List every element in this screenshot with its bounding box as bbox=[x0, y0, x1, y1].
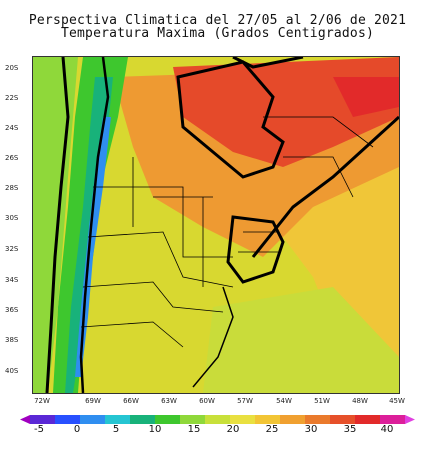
colorbar-tick-label: 40 bbox=[380, 424, 394, 435]
colorbar-segment bbox=[205, 415, 231, 424]
colorbar-segment bbox=[105, 415, 131, 424]
lon-label: 69W bbox=[85, 397, 101, 405]
lon-label: 63W bbox=[161, 397, 177, 405]
colorbar-segment bbox=[55, 415, 81, 424]
hot-core bbox=[333, 77, 399, 117]
lon-label: 45W bbox=[389, 397, 405, 405]
map-title-line1: Perspectiva Climatica del 27/05 al 2/06 … bbox=[28, 13, 407, 28]
colorbar-min-arrow bbox=[20, 415, 30, 424]
lat-label: 34S bbox=[5, 276, 19, 284]
province-borders bbox=[80, 116, 374, 348]
lat-label: 32S bbox=[5, 245, 19, 253]
colorbar-segment bbox=[355, 415, 381, 424]
colorbar-tick-label: 25 bbox=[265, 424, 279, 435]
lat-label: 30S bbox=[5, 214, 19, 222]
colorbar-segment bbox=[280, 415, 306, 424]
lon-label: 54W bbox=[276, 397, 292, 405]
lat-label: 20S bbox=[5, 64, 19, 72]
lat-label: 38S bbox=[5, 336, 19, 344]
uruguay-border bbox=[226, 215, 285, 284]
lon-label: 51W bbox=[314, 397, 330, 405]
colorbar-tick-label: -5 bbox=[34, 424, 44, 435]
lat-label: 26S bbox=[5, 154, 19, 162]
colorbar-tick-label: 30 bbox=[304, 424, 318, 435]
colorbar-tick-label: 20 bbox=[226, 424, 240, 435]
lon-label: 57W bbox=[237, 397, 253, 405]
colorbar-segment bbox=[330, 415, 356, 424]
colorbar-tick-label: 35 bbox=[343, 424, 357, 435]
colorbar bbox=[20, 415, 415, 424]
lat-label: 40S bbox=[5, 367, 19, 375]
colorbar-tick-label: 0 bbox=[73, 424, 81, 435]
bolivia-border bbox=[232, 57, 304, 69]
temperature-map bbox=[32, 56, 400, 394]
argentina-coastline bbox=[192, 286, 234, 388]
colorbar-segment bbox=[155, 415, 181, 424]
colorbar-segment bbox=[80, 415, 106, 424]
lat-label: 36S bbox=[5, 306, 19, 314]
colorbar-tick-label: 15 bbox=[187, 424, 201, 435]
map-svg bbox=[33, 57, 399, 393]
southern-field bbox=[203, 287, 399, 393]
paraguay-border bbox=[176, 60, 285, 179]
colorbar-tick-label: 10 bbox=[148, 424, 162, 435]
colorbar-segment bbox=[230, 415, 256, 424]
colorbar-tick-label: 5 bbox=[112, 424, 120, 435]
lon-label: 48W bbox=[352, 397, 368, 405]
lon-label: 66W bbox=[123, 397, 139, 405]
lon-label: 72W bbox=[34, 397, 50, 405]
lat-label: 24S bbox=[5, 124, 19, 132]
lon-label: 60W bbox=[199, 397, 215, 405]
colorbar-segment bbox=[380, 415, 406, 424]
colorbar-segment bbox=[180, 415, 206, 424]
colorbar-segment bbox=[30, 415, 56, 424]
map-title-line2: Temperatura Maxima (Grados Centigrados) bbox=[60, 26, 375, 41]
lat-label: 28S bbox=[5, 184, 19, 192]
colorbar-segment bbox=[130, 415, 156, 424]
colorbar-segment bbox=[255, 415, 281, 424]
colorbar-max-arrow bbox=[405, 415, 415, 424]
andes-border bbox=[79, 57, 110, 393]
pacific-coastline bbox=[45, 57, 70, 393]
colorbar-segment bbox=[305, 415, 331, 424]
lat-label: 22S bbox=[5, 94, 19, 102]
